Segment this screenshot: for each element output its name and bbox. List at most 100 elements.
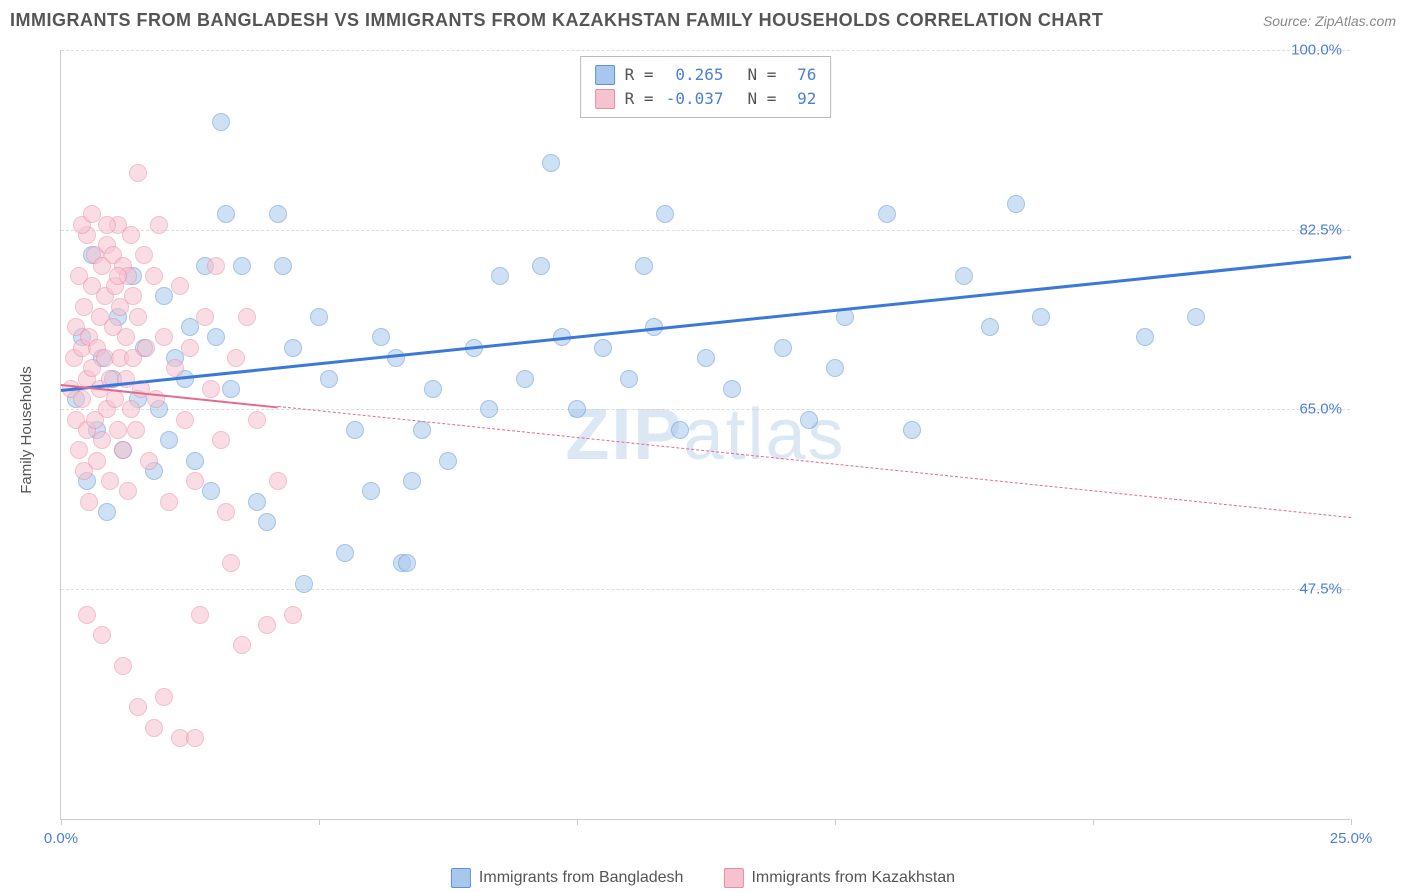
- data-point: [620, 370, 638, 388]
- trend-line: [61, 255, 1351, 391]
- correlation-row: R =0.265N =76: [595, 63, 817, 87]
- data-point: [398, 554, 416, 572]
- data-point: [109, 421, 127, 439]
- r-label: R =: [625, 87, 654, 111]
- data-point: [656, 205, 674, 223]
- data-point: [258, 513, 276, 531]
- gridline: [61, 230, 1350, 231]
- xtick: [1093, 819, 1094, 825]
- data-point: [207, 257, 225, 275]
- data-point: [186, 729, 204, 747]
- data-point: [176, 411, 194, 429]
- data-point: [122, 400, 140, 418]
- data-point: [127, 421, 145, 439]
- data-point: [274, 257, 292, 275]
- data-point: [258, 616, 276, 634]
- data-point: [800, 411, 818, 429]
- legend-swatch: [595, 65, 615, 85]
- data-point: [362, 482, 380, 500]
- data-point: [671, 421, 689, 439]
- data-point: [129, 308, 147, 326]
- data-point: [233, 257, 251, 275]
- data-point: [93, 626, 111, 644]
- data-point: [181, 339, 199, 357]
- data-point: [196, 308, 214, 326]
- xtick: [319, 819, 320, 825]
- r-value: -0.037: [664, 87, 724, 111]
- data-point: [238, 308, 256, 326]
- data-point: [202, 380, 220, 398]
- data-point: [202, 482, 220, 500]
- data-point: [70, 441, 88, 459]
- y-axis-label: Family Households: [18, 366, 35, 494]
- legend-swatch: [595, 89, 615, 109]
- data-point: [129, 164, 147, 182]
- data-point: [212, 113, 230, 131]
- data-point: [186, 472, 204, 490]
- data-point: [155, 287, 173, 305]
- legend-label: Immigrants from Kazakhstan: [751, 869, 955, 887]
- xtick-label: 0.0%: [44, 830, 78, 847]
- data-point: [1136, 328, 1154, 346]
- data-point: [217, 205, 235, 223]
- data-point: [135, 246, 153, 264]
- data-point: [413, 421, 431, 439]
- n-value: 92: [786, 87, 816, 111]
- data-point: [284, 606, 302, 624]
- data-point: [160, 493, 178, 511]
- data-point: [186, 452, 204, 470]
- data-point: [227, 349, 245, 367]
- watermark: ZIPatlas: [565, 394, 845, 476]
- data-point: [145, 719, 163, 737]
- data-point: [80, 493, 98, 511]
- data-point: [284, 339, 302, 357]
- data-point: [903, 421, 921, 439]
- data-point: [191, 606, 209, 624]
- data-point: [166, 359, 184, 377]
- xtick: [835, 819, 836, 825]
- data-point: [403, 472, 421, 490]
- data-point: [1007, 195, 1025, 213]
- data-point: [516, 370, 534, 388]
- xtick: [1351, 819, 1352, 825]
- data-point: [124, 287, 142, 305]
- data-point: [181, 318, 199, 336]
- n-label: N =: [748, 87, 777, 111]
- data-point: [222, 380, 240, 398]
- data-point: [491, 267, 509, 285]
- data-point: [207, 328, 225, 346]
- data-point: [310, 308, 328, 326]
- legend-swatch: [451, 868, 471, 888]
- ytick-label: 100.0%: [1291, 42, 1342, 59]
- legend-item: Immigrants from Bangladesh: [451, 868, 684, 888]
- data-point: [1187, 308, 1205, 326]
- data-point: [269, 205, 287, 223]
- chart-title: IMMIGRANTS FROM BANGLADESH VS IMMIGRANTS…: [10, 10, 1103, 31]
- data-point: [269, 472, 287, 490]
- correlation-row: R = -0.037 N = 92: [595, 87, 817, 111]
- data-point: [160, 431, 178, 449]
- data-point: [248, 411, 266, 429]
- legend-swatch: [723, 868, 743, 888]
- legend-label: Immigrants from Bangladesh: [479, 869, 684, 887]
- data-point: [114, 657, 132, 675]
- data-point: [93, 431, 111, 449]
- data-point: [73, 390, 91, 408]
- data-point: [480, 400, 498, 418]
- data-point: [248, 493, 266, 511]
- data-point: [217, 503, 235, 521]
- data-point: [117, 328, 135, 346]
- data-point: [542, 154, 560, 172]
- data-point: [439, 452, 457, 470]
- data-point: [568, 400, 586, 418]
- r-label: R =: [625, 63, 654, 87]
- data-point: [155, 328, 173, 346]
- data-point: [387, 349, 405, 367]
- series-legend: Immigrants from Bangladesh Immigrants fro…: [451, 868, 955, 888]
- data-point: [222, 554, 240, 572]
- source-label: Source: ZipAtlas.com: [1263, 13, 1396, 29]
- data-point: [346, 421, 364, 439]
- data-point: [424, 380, 442, 398]
- data-point: [78, 606, 96, 624]
- data-point: [635, 257, 653, 275]
